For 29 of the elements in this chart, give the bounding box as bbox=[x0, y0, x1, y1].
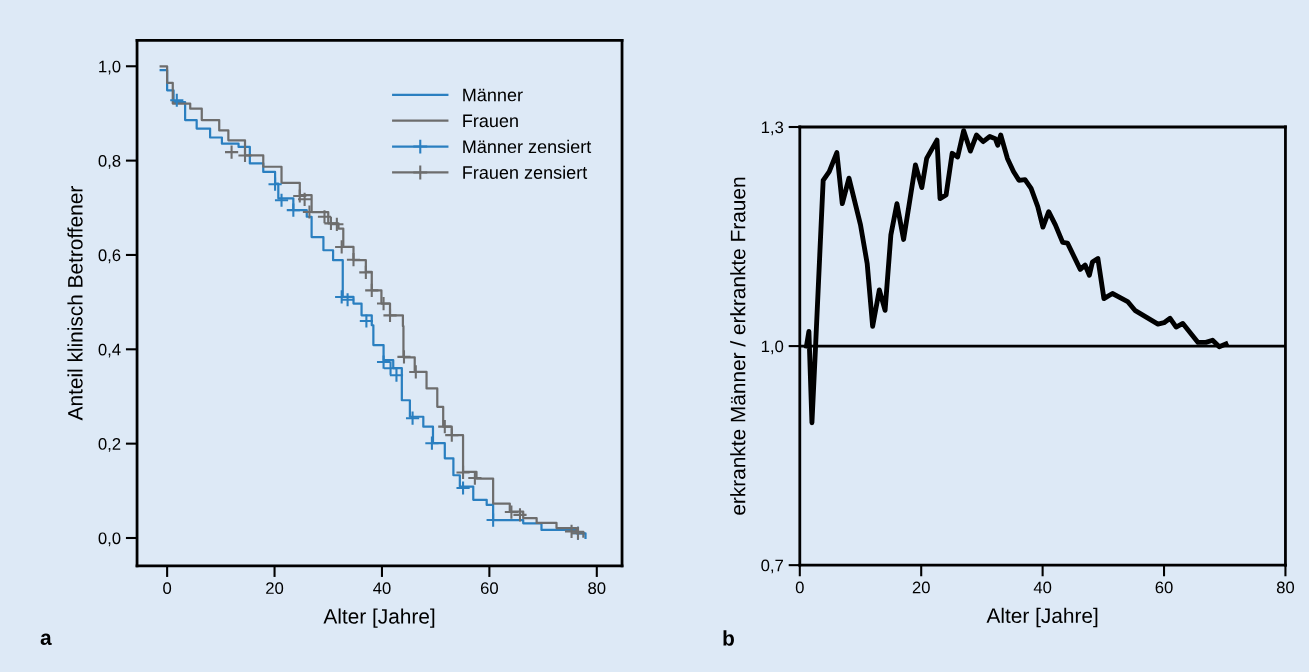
y-tick-label: 1,3 bbox=[761, 121, 784, 136]
y-tick-label: 0,6 bbox=[98, 249, 121, 264]
y-tick-label: 1,0 bbox=[761, 340, 784, 355]
x-axis-title: Alter [Jahre] bbox=[323, 608, 435, 628]
x-tick-label: 60 bbox=[1155, 581, 1173, 594]
x-tick-label: 80 bbox=[1276, 581, 1295, 594]
x-axis-title: Alter [Jahre] bbox=[986, 607, 1098, 628]
x-tick-label: 40 bbox=[373, 582, 391, 595]
text: b bbox=[723, 630, 734, 646]
x-tick-label: 80 bbox=[588, 582, 606, 595]
y-axis-title: erkrankte Männer / erkrankte Frauen bbox=[730, 177, 746, 515]
y-tick-label: 0,4 bbox=[98, 343, 121, 358]
x-tick-label: 20 bbox=[266, 582, 284, 595]
text: a bbox=[40, 633, 52, 645]
y-tick-label: 1,0 bbox=[99, 60, 121, 75]
y-tick-label: 0,0 bbox=[98, 532, 121, 547]
x-tick-label: 40 bbox=[1033, 581, 1052, 594]
y-tick-label: 0,7 bbox=[761, 559, 783, 574]
x-tick-label: 60 bbox=[480, 582, 498, 595]
legend-label: Frauen bbox=[463, 114, 518, 128]
x-tick-label: 20 bbox=[912, 581, 930, 594]
x-tick-label: 0 bbox=[795, 581, 804, 594]
legend-label: Männer zensiert bbox=[463, 139, 592, 154]
legend-label: Männer bbox=[463, 88, 523, 102]
y-axis-title: Anteil klinisch Betroffener bbox=[67, 186, 83, 421]
legend-label: Frauen zensiert bbox=[463, 165, 588, 179]
x-tick-label: 0 bbox=[163, 582, 172, 595]
y-tick-label: 0,8 bbox=[98, 155, 121, 169]
y-tick-label: 0,2 bbox=[98, 438, 121, 452]
